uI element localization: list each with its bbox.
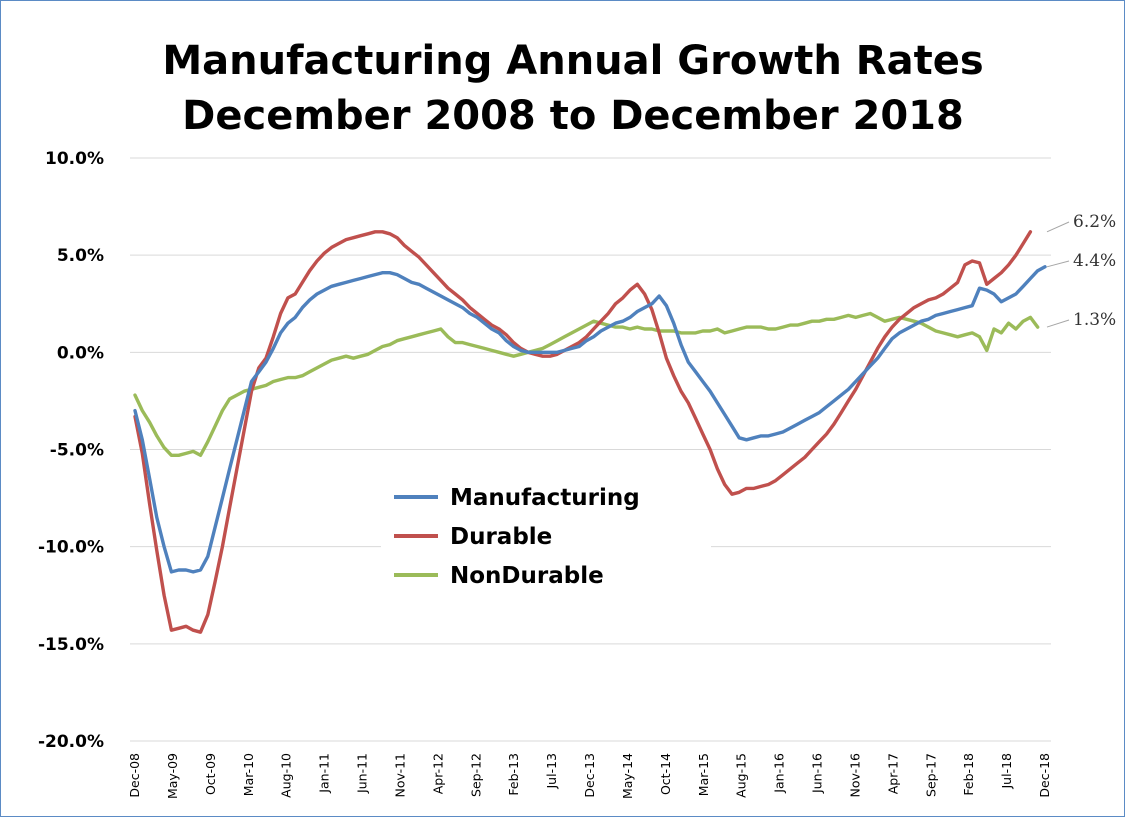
x-tick-label: Dec-08 bbox=[127, 753, 142, 798]
x-tick-label: Feb-18 bbox=[961, 753, 976, 796]
x-tick-label: Oct-09 bbox=[203, 753, 218, 795]
x-tick-label: Jan-16 bbox=[772, 753, 787, 794]
x-tick-label: Apr-12 bbox=[430, 753, 445, 794]
y-tick-label: -15.0% bbox=[38, 635, 104, 655]
x-tick-label: Dec-13 bbox=[582, 753, 597, 798]
gridlines bbox=[130, 157, 1051, 742]
x-tick-label: Oct-14 bbox=[658, 753, 673, 795]
series-lines bbox=[133, 230, 1047, 634]
end-label-durable: 6.2% bbox=[1073, 212, 1116, 232]
x-tick-label: Mar-15 bbox=[696, 753, 711, 796]
end-label-nondurable: 1.3% bbox=[1073, 310, 1116, 330]
x-tick-label: May-14 bbox=[620, 753, 635, 799]
x-tick-label: Jul-18 bbox=[999, 753, 1014, 790]
y-axis: 10.0% 5.0% 0.0% -5.0% -10.0% -15.0% -20.0% bbox=[38, 149, 104, 752]
x-tick-label: Sep-12 bbox=[468, 753, 483, 797]
series-line-manufacturing bbox=[133, 265, 1047, 574]
x-tick-label: Jun-11 bbox=[355, 753, 370, 794]
legend-label-manufacturing: Manufacturing bbox=[450, 485, 640, 511]
x-tick-label: Dec-18 bbox=[1037, 753, 1052, 798]
x-axis: Dec-08 May-09 Oct-09 Mar-10 Aug-10 Jan-11 Jun-… bbox=[127, 753, 1052, 799]
x-tick-label: Nov-16 bbox=[847, 753, 862, 798]
x-tick-label: Mar-10 bbox=[241, 753, 256, 796]
legend: Manufacturing Durable NonDurable bbox=[381, 479, 711, 609]
y-tick-label: 0.0% bbox=[57, 343, 104, 363]
x-tick-label: Jan-11 bbox=[317, 753, 332, 794]
y-tick-label: 5.0% bbox=[57, 246, 104, 266]
x-tick-label: Feb-13 bbox=[506, 753, 521, 796]
end-labels: 4.4% 6.2% 1.3% bbox=[1046, 212, 1116, 330]
y-tick-label: -5.0% bbox=[50, 441, 104, 461]
x-tick-label: Sep-17 bbox=[923, 753, 938, 797]
x-tick-label: May-09 bbox=[165, 753, 180, 799]
series-line-durable bbox=[133, 230, 1033, 634]
end-label-leader bbox=[1046, 221, 1070, 233]
y-tick-label: -20.0% bbox=[38, 732, 104, 752]
x-tick-label: Aug-15 bbox=[734, 753, 749, 798]
x-tick-label: Apr-17 bbox=[885, 753, 900, 794]
end-label-leader bbox=[1046, 260, 1070, 268]
end-label-manufacturing: 4.4% bbox=[1073, 251, 1116, 271]
x-tick-label: Jun-16 bbox=[810, 753, 825, 794]
x-tick-label: Nov-11 bbox=[392, 753, 407, 797]
end-label-leader bbox=[1046, 319, 1070, 328]
x-tick-label: Aug-10 bbox=[279, 753, 294, 798]
legend-label-nondurable: NonDurable bbox=[450, 563, 604, 589]
x-tick-label: Jul-13 bbox=[544, 753, 559, 790]
y-tick-label: -10.0% bbox=[38, 538, 104, 558]
y-tick-label: 10.0% bbox=[45, 149, 104, 169]
chart-subtitle: December 2008 to December 2018 bbox=[182, 93, 964, 139]
legend-label-durable: Durable bbox=[450, 524, 552, 550]
legend-box bbox=[381, 479, 711, 609]
chart-title: Manufacturing Annual Growth Rates bbox=[162, 38, 983, 84]
series-line-nondurable bbox=[133, 311, 1040, 457]
